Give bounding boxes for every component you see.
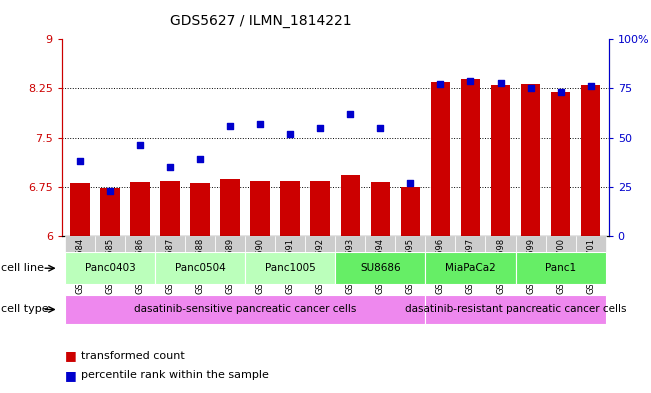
Bar: [275, 236, 305, 277]
Text: ■: ■: [65, 369, 77, 382]
Bar: [155, 252, 245, 284]
Bar: [365, 236, 395, 277]
Bar: [311, 182, 330, 236]
Bar: [130, 182, 150, 236]
Text: GSM1435689: GSM1435689: [226, 238, 234, 294]
Bar: [575, 236, 605, 277]
Text: cell line: cell line: [1, 263, 44, 273]
Bar: [516, 236, 546, 277]
Bar: [65, 252, 155, 284]
Text: GSM1435701: GSM1435701: [586, 238, 595, 294]
Text: GSM1435690: GSM1435690: [256, 238, 265, 294]
Text: GSM1435687: GSM1435687: [165, 238, 174, 294]
Point: [285, 130, 296, 137]
Text: GSM1435693: GSM1435693: [346, 238, 355, 294]
Text: dasatinib-sensitive pancreatic cancer cells: dasatinib-sensitive pancreatic cancer ce…: [134, 305, 356, 314]
Bar: [281, 182, 300, 236]
Text: GSM1435700: GSM1435700: [556, 238, 565, 294]
Bar: [245, 236, 275, 277]
Point: [195, 156, 205, 162]
Bar: [425, 236, 456, 277]
Point: [585, 83, 596, 90]
Bar: [546, 236, 575, 277]
Text: Panc1: Panc1: [545, 263, 576, 273]
Bar: [400, 187, 420, 236]
Text: GSM1435684: GSM1435684: [76, 238, 85, 294]
Bar: [190, 184, 210, 236]
Bar: [100, 188, 120, 236]
Bar: [395, 236, 425, 277]
Point: [345, 111, 355, 117]
Bar: [581, 85, 600, 236]
Bar: [185, 236, 215, 277]
Text: dasatinib-resistant pancreatic cancer cells: dasatinib-resistant pancreatic cancer ce…: [405, 305, 626, 314]
Text: percentile rank within the sample: percentile rank within the sample: [81, 370, 270, 380]
Bar: [516, 252, 605, 284]
Bar: [551, 92, 570, 236]
Text: Panc1005: Panc1005: [265, 263, 316, 273]
Bar: [125, 236, 155, 277]
Text: GSM1435694: GSM1435694: [376, 238, 385, 294]
Bar: [461, 79, 480, 236]
Text: Panc0403: Panc0403: [85, 263, 135, 273]
Point: [555, 89, 566, 95]
Point: [315, 125, 326, 131]
Bar: [155, 236, 185, 277]
Point: [495, 79, 506, 86]
Bar: [340, 175, 360, 236]
Bar: [425, 252, 516, 284]
Bar: [160, 182, 180, 236]
Text: GDS5627 / ILMN_1814221: GDS5627 / ILMN_1814221: [170, 14, 351, 28]
Bar: [70, 184, 90, 236]
Text: GSM1435698: GSM1435698: [496, 238, 505, 294]
Bar: [305, 236, 335, 277]
Point: [225, 123, 235, 129]
Bar: [486, 236, 516, 277]
Bar: [456, 236, 486, 277]
Point: [105, 187, 115, 194]
Bar: [95, 236, 125, 277]
Bar: [335, 252, 425, 284]
Point: [75, 158, 85, 164]
Text: GSM1435685: GSM1435685: [105, 238, 115, 294]
Bar: [65, 296, 425, 324]
Point: [165, 164, 175, 170]
Bar: [220, 180, 240, 236]
Point: [465, 77, 476, 84]
Bar: [251, 182, 270, 236]
Text: Panc0504: Panc0504: [174, 263, 225, 273]
Text: cell type: cell type: [1, 305, 49, 314]
Text: ■: ■: [65, 349, 77, 362]
Text: GSM1435697: GSM1435697: [466, 238, 475, 294]
Text: SU8686: SU8686: [360, 263, 400, 273]
Bar: [245, 252, 335, 284]
Point: [436, 81, 446, 88]
Text: GSM1435699: GSM1435699: [526, 238, 535, 294]
Bar: [491, 85, 510, 236]
Bar: [425, 296, 605, 324]
Text: GSM1435688: GSM1435688: [195, 238, 204, 294]
Bar: [521, 84, 540, 236]
Point: [255, 121, 266, 127]
Point: [375, 125, 385, 131]
Point: [135, 142, 145, 149]
Point: [525, 85, 536, 92]
Text: GSM1435692: GSM1435692: [316, 238, 325, 294]
Point: [405, 180, 415, 186]
Text: GSM1435696: GSM1435696: [436, 238, 445, 294]
Text: transformed count: transformed count: [81, 351, 185, 361]
Text: GSM1435695: GSM1435695: [406, 238, 415, 294]
Bar: [431, 82, 450, 236]
Bar: [65, 236, 95, 277]
Text: MiaPaCa2: MiaPaCa2: [445, 263, 496, 273]
Bar: [215, 236, 245, 277]
Text: GSM1435691: GSM1435691: [286, 238, 295, 294]
Bar: [335, 236, 365, 277]
Text: GSM1435686: GSM1435686: [135, 238, 145, 294]
Bar: [370, 182, 390, 236]
